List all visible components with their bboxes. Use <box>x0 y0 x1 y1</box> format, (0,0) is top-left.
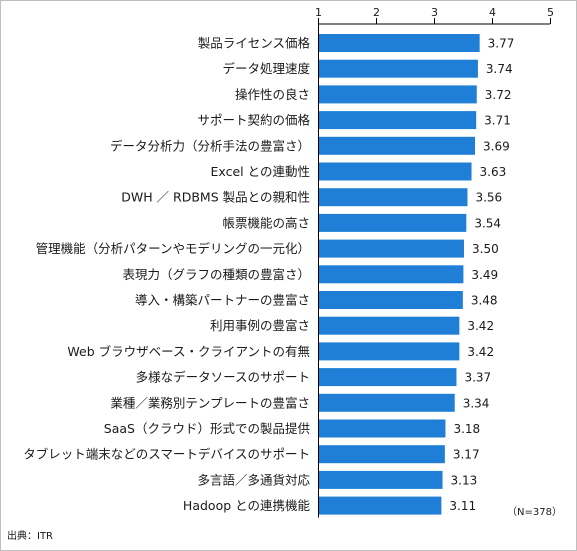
bar <box>319 85 477 104</box>
bar <box>319 188 468 207</box>
value-label: 3.54 <box>474 216 501 230</box>
category-label: DWH ／ RDBMS 製品との親和性 <box>121 190 310 205</box>
bar <box>319 59 478 78</box>
value-label: 3.49 <box>471 268 498 282</box>
category-label: 多様なデータソースのサポート <box>136 370 310 385</box>
value-label: 3.42 <box>467 319 494 333</box>
x-axis: 1 2 3 4 5 <box>315 6 554 518</box>
category-label: 操作性の良さ <box>235 87 310 102</box>
bar <box>319 342 460 361</box>
category-label: Hadoop との連携機能 <box>183 498 311 513</box>
category-label: Excel との連動性 <box>211 164 310 179</box>
value-label: 3.37 <box>464 371 491 385</box>
x-tick-label: 5 <box>547 6 554 19</box>
value-label: 3.69 <box>483 139 510 153</box>
x-tick-label: 2 <box>373 6 380 19</box>
bar <box>319 393 455 412</box>
value-label: 3.50 <box>472 242 499 256</box>
category-label: 表現力（グラフの種類の豊富さ） <box>122 267 310 282</box>
source-note: 出典：ITR <box>7 531 54 542</box>
x-tick-label: 1 <box>315 6 322 19</box>
value-label: 3.56 <box>475 191 502 205</box>
category-labels: 製品ライセンス価格データ処理速度操作性の良さサポート契約の価格データ分析力（分析… <box>23 36 310 514</box>
bar <box>319 213 467 232</box>
category-label: 製品ライセンス価格 <box>198 36 311 51</box>
category-label: タブレット端末などのスマートデバイスのサポート <box>23 447 310 462</box>
x-tick-label: 3 <box>431 6 438 19</box>
bar <box>319 136 476 155</box>
value-label: 3.18 <box>453 422 480 436</box>
category-label: 利用事例の豊富さ <box>210 318 310 333</box>
value-labels: 3.77 3.74 3.72 3.71 3.69 3.63 3.56 3.54 3.50 3.49… <box>449 37 514 514</box>
bar <box>319 445 445 464</box>
value-label: 3.63 <box>480 165 507 179</box>
sample-size-note: （N=378） <box>507 507 562 518</box>
category-label: 帳票機能の高さ <box>222 215 310 230</box>
category-label: 管理機能（分析パターンやモデリングの一元化） <box>36 241 310 256</box>
bar <box>319 162 472 181</box>
value-label: 3.71 <box>484 114 511 128</box>
value-label: 3.11 <box>449 499 476 513</box>
bar <box>319 111 477 130</box>
bars-group <box>319 34 480 515</box>
category-label: SaaS（クラウド）形式での製品提供 <box>104 421 310 436</box>
bar <box>319 291 463 309</box>
value-label: 3.72 <box>485 88 512 102</box>
bar <box>319 368 457 387</box>
x-tick-label: 4 <box>489 6 496 19</box>
value-label: 3.48 <box>471 294 498 308</box>
bar <box>319 265 464 284</box>
value-label: 3.42 <box>467 345 494 359</box>
bar <box>319 316 460 335</box>
category-label: データ分析力（分析手法の豊富さ） <box>110 138 310 153</box>
value-label: 3.34 <box>463 396 490 410</box>
bar <box>319 419 446 438</box>
value-label: 3.13 <box>451 473 478 487</box>
value-label: 3.17 <box>453 448 480 462</box>
category-label: Web ブラウザベース・クライアントの有無 <box>67 344 310 359</box>
bar <box>319 239 464 258</box>
bar <box>319 496 442 515</box>
category-label: 業種／業務別テンプレートの豊富さ <box>110 395 310 410</box>
bar <box>319 34 480 52</box>
bar <box>319 470 443 489</box>
category-label: 導入・構築パートナーの豊富さ <box>135 293 310 308</box>
value-label: 3.77 <box>488 37 515 51</box>
category-label: データ処理速度 <box>222 61 310 76</box>
value-label: 3.74 <box>486 62 513 76</box>
category-label: 多言語／多通貨対応 <box>197 472 310 487</box>
category-label: サポート契約の価格 <box>197 113 310 128</box>
